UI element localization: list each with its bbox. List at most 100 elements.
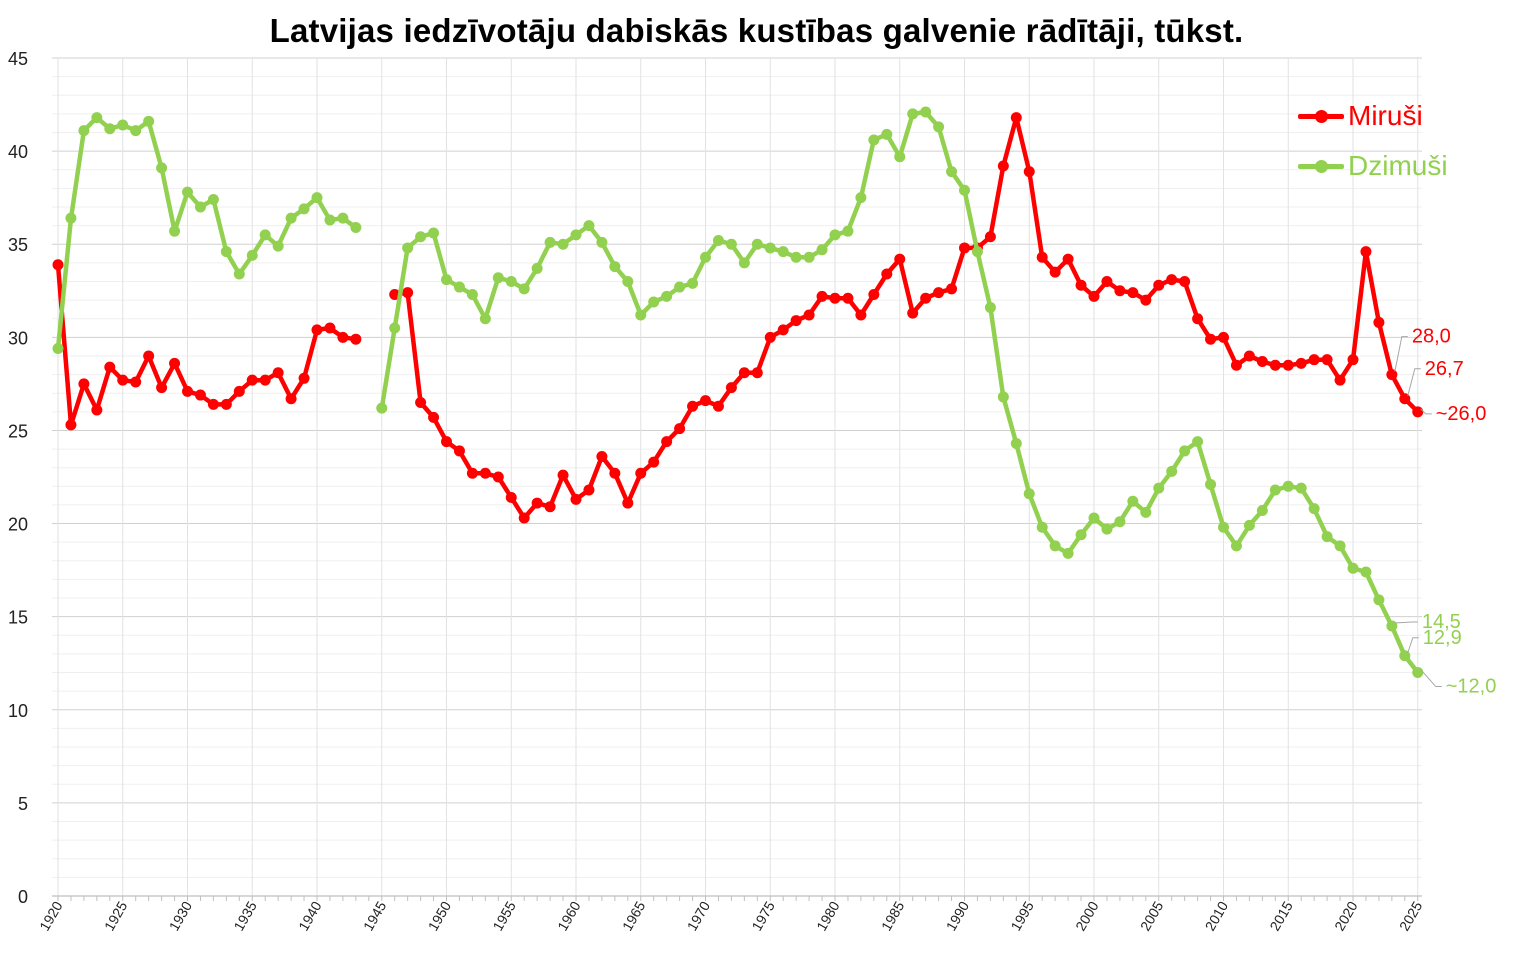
data-point-miruši bbox=[194, 389, 206, 401]
data-point-miruši bbox=[984, 231, 996, 243]
data-point-dzimuši bbox=[91, 112, 103, 124]
data-point-miruši bbox=[91, 404, 103, 416]
data-point-miruši bbox=[803, 309, 815, 321]
x-tick-label: 1945 bbox=[360, 898, 390, 933]
data-point-miruši bbox=[505, 491, 517, 503]
x-tick-label: 2020 bbox=[1331, 898, 1361, 933]
data-point-dzimuši bbox=[1140, 506, 1152, 518]
data-point-miruši bbox=[868, 289, 880, 301]
data-point-dzimuši bbox=[1218, 521, 1229, 533]
data-point-dzimuši bbox=[868, 134, 880, 146]
data-point-dzimuši bbox=[1373, 594, 1385, 606]
data-point-dzimuši bbox=[402, 242, 414, 254]
data-point-miruši bbox=[738, 367, 750, 379]
data-point-dzimuši bbox=[661, 290, 673, 302]
data-point-miruši bbox=[1295, 357, 1307, 369]
data-point-miruši bbox=[324, 322, 336, 334]
data-point-miruši bbox=[544, 501, 556, 513]
legend-marker-dzimuši bbox=[1315, 159, 1328, 173]
data-point-dzimuši bbox=[285, 212, 297, 224]
data-point-miruši bbox=[1360, 246, 1372, 258]
label-leader-dzimuši bbox=[1394, 621, 1418, 624]
x-tick-label: 1955 bbox=[489, 898, 519, 933]
x-tick-label: 2015 bbox=[1266, 898, 1296, 933]
data-point-miruši bbox=[441, 436, 452, 448]
data-point-dzimuši bbox=[1075, 529, 1087, 541]
data-point-dzimuši bbox=[570, 229, 582, 241]
data-point-dzimuši bbox=[182, 186, 193, 198]
legend-label-dzimuši: Dzimuši bbox=[1348, 150, 1448, 181]
data-point-dzimuši bbox=[544, 236, 556, 248]
data-point-miruši bbox=[337, 331, 349, 343]
data-point-miruši bbox=[233, 385, 245, 397]
data-point-miruši bbox=[596, 451, 608, 463]
data-point-miruši bbox=[104, 361, 116, 373]
data-point-miruši bbox=[700, 395, 711, 407]
legend-item-dzimuši: Dzimuši bbox=[1298, 146, 1448, 186]
legend-swatch-miruši bbox=[1298, 109, 1344, 123]
data-point-dzimuši bbox=[441, 274, 452, 286]
y-tick-labels: 0 5 10 15 20 25 30 35 40 45 bbox=[8, 49, 28, 907]
data-point-miruši bbox=[207, 398, 219, 410]
data-point-miruši bbox=[1088, 290, 1100, 302]
data-point-miruši bbox=[130, 376, 142, 388]
x-tick-label: 1950 bbox=[425, 898, 455, 933]
data-point-miruši bbox=[1412, 406, 1424, 418]
data-point-miruši bbox=[65, 419, 77, 431]
data-point-miruši bbox=[1321, 354, 1333, 366]
data-point-miruši bbox=[1153, 279, 1165, 291]
data-point-miruši bbox=[1114, 285, 1126, 297]
data-point-miruši bbox=[415, 397, 427, 409]
data-point-dzimuši bbox=[855, 192, 867, 204]
data-point-miruši bbox=[1036, 251, 1048, 263]
data-point-dzimuši bbox=[207, 194, 219, 206]
data-point-dzimuši bbox=[376, 402, 388, 414]
y-tick-label: 40 bbox=[8, 142, 28, 162]
data-point-dzimuši bbox=[609, 261, 621, 273]
data-point-dzimuši bbox=[933, 121, 945, 133]
data-point-miruši bbox=[674, 423, 686, 435]
x-tick-label: 1960 bbox=[554, 898, 584, 933]
data-point-miruši bbox=[1127, 287, 1139, 299]
data-point-miruši bbox=[855, 309, 867, 321]
data-point-miruši bbox=[259, 374, 271, 386]
data-point-dzimuši bbox=[622, 275, 634, 287]
data-point-dzimuši bbox=[1308, 503, 1320, 515]
data-point-dzimuši bbox=[78, 125, 90, 137]
data-point-miruši bbox=[156, 382, 168, 394]
label-leader-miruši bbox=[1407, 368, 1421, 396]
series-line-miruši bbox=[55, 262, 359, 428]
data-point-miruši bbox=[285, 393, 297, 405]
data-point-miruši bbox=[143, 350, 155, 362]
data-label-miruši: 26,7 bbox=[1425, 358, 1464, 380]
data-point-miruši bbox=[764, 331, 776, 343]
data-point-miruši bbox=[1010, 112, 1022, 124]
data-point-miruši bbox=[777, 324, 789, 336]
label-leader-miruši bbox=[1420, 408, 1432, 415]
data-point-dzimuši bbox=[1282, 480, 1294, 492]
data-point-miruši bbox=[557, 469, 569, 481]
data-point-dzimuši bbox=[350, 221, 362, 233]
data-point-miruši bbox=[570, 493, 582, 505]
data-point-dzimuši bbox=[428, 227, 440, 239]
x-tick-label: 1970 bbox=[684, 898, 714, 933]
data-point-miruši bbox=[1049, 266, 1061, 278]
data-point-dzimuši bbox=[725, 238, 737, 250]
data-point-dzimuši bbox=[1386, 620, 1398, 632]
data-point-dzimuši bbox=[751, 238, 763, 250]
data-point-miruši bbox=[751, 367, 763, 379]
data-point-miruši bbox=[1386, 369, 1398, 381]
data-point-dzimuši bbox=[1256, 505, 1268, 517]
data-point-dzimuši bbox=[415, 231, 427, 243]
data-point-miruši bbox=[622, 497, 634, 509]
data-point-dzimuši bbox=[1153, 482, 1165, 494]
data-point-dzimuši bbox=[700, 251, 711, 263]
data-point-dzimuši bbox=[1295, 482, 1307, 494]
data-point-dzimuši bbox=[324, 214, 336, 226]
data-point-miruši bbox=[997, 160, 1009, 172]
data-point-miruši bbox=[1179, 275, 1191, 287]
data-label-miruši: ~26,0 bbox=[1436, 403, 1487, 425]
data-point-dzimuši bbox=[1166, 465, 1178, 477]
data-point-dzimuši bbox=[466, 289, 478, 301]
data-point-dzimuši bbox=[1114, 516, 1126, 528]
